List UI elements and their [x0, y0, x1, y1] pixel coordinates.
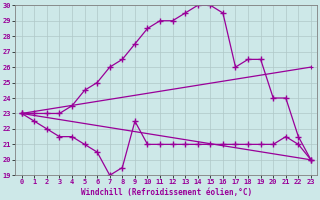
X-axis label: Windchill (Refroidissement éolien,°C): Windchill (Refroidissement éolien,°C) [81, 188, 252, 197]
